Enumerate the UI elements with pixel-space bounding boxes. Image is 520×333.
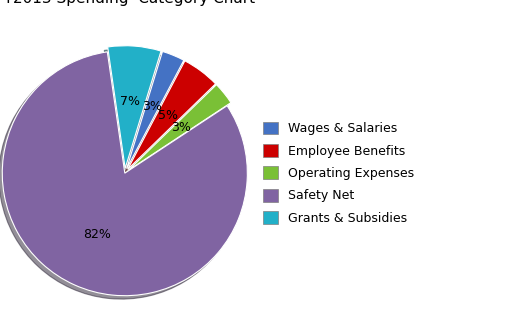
- Text: 3%: 3%: [171, 121, 191, 134]
- Text: 82%: 82%: [83, 228, 111, 241]
- Text: 3%: 3%: [142, 100, 162, 113]
- Text: 5%: 5%: [158, 109, 178, 122]
- Wedge shape: [2, 52, 248, 296]
- Wedge shape: [127, 51, 184, 168]
- Wedge shape: [128, 85, 231, 170]
- Title: FY2013 Spending  Category Chart: FY2013 Spending Category Chart: [0, 0, 255, 6]
- Text: 7%: 7%: [120, 95, 140, 108]
- Wedge shape: [108, 46, 161, 168]
- Legend: Wages & Salaries, Employee Benefits, Operating Expenses, Safety Net, Grants & Su: Wages & Salaries, Employee Benefits, Ope…: [259, 118, 419, 228]
- Wedge shape: [128, 61, 216, 169]
